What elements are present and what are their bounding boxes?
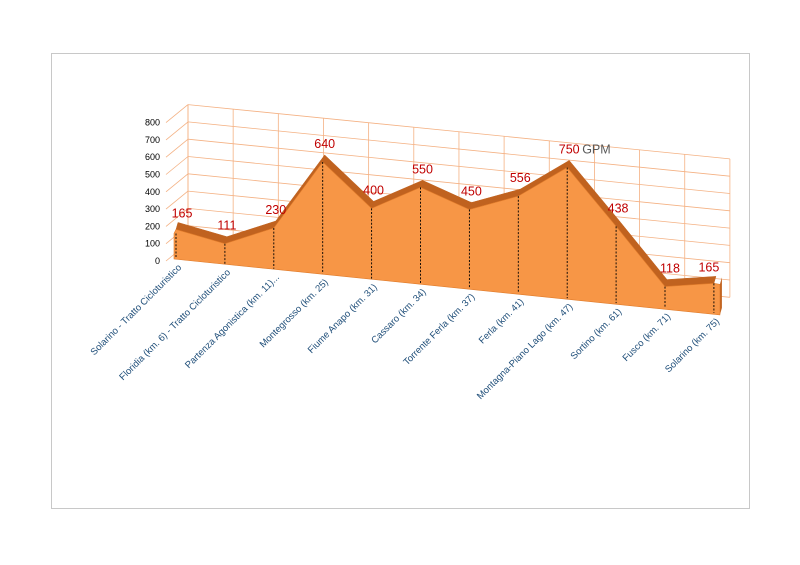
data-label: 640 — [314, 137, 335, 151]
data-label-annotation: GPM — [582, 142, 610, 156]
data-label: 118 — [660, 262, 680, 276]
y-tick-label: 0 — [155, 256, 160, 266]
y-tick-label: 400 — [145, 187, 160, 197]
gridline — [165, 156, 189, 175]
data-label: 111 — [217, 219, 236, 233]
y-tick-label: 200 — [145, 221, 160, 231]
data-label: 230 — [265, 203, 286, 217]
y-tick-label: 100 — [145, 239, 160, 249]
data-label: 550 — [412, 162, 433, 176]
x-tick-label: Fusco (km. 71) — [621, 311, 674, 364]
data-label: 438 — [608, 201, 629, 215]
x-tick-label: Sortino (km. 61) — [569, 306, 625, 362]
gridline — [165, 138, 189, 158]
data-label: 165 — [698, 260, 719, 274]
data-label: 556 — [510, 171, 531, 185]
y-tick-label: 500 — [145, 170, 160, 180]
drop-lines — [175, 161, 715, 313]
x-tick-label: Solarino (km. 75) — [663, 316, 722, 375]
gridline — [165, 173, 189, 193]
gridline — [165, 190, 189, 210]
gridline — [165, 208, 189, 227]
data-label: 450 — [461, 185, 482, 199]
y-tick-label: 700 — [145, 135, 160, 145]
data-label: 400 — [363, 183, 384, 197]
data-label: 750 — [559, 142, 580, 156]
x-tick-label: Solarino - Tratto Cicloturistico — [89, 262, 185, 358]
x-tick-label: Ferla (km. 41) — [477, 297, 527, 347]
gridline — [165, 121, 189, 141]
series-area — [173, 154, 722, 316]
data-labels: 165 111 230 640 400 550 450 556 750 GPM 438 118 165 — [172, 137, 720, 276]
y-tick-label: 600 — [145, 152, 160, 162]
data-label: 165 — [172, 206, 193, 220]
y-axis-ticks: 0 100 200 300 400 500 600 700 800 — [145, 118, 160, 266]
x-tick-label: Floridia (km. 6) - Tratto Cicloturistico — [117, 267, 233, 383]
gridline — [165, 104, 189, 123]
y-tick-label: 300 — [145, 204, 160, 214]
x-tick-label: Partenza Agonistica (km. 11)... — [183, 272, 282, 371]
x-tick-label: Montagna-Piano Lago (km. 47) — [475, 302, 575, 402]
y-tick-label: 800 — [145, 118, 160, 128]
area-end-cap — [719, 277, 722, 315]
x-tick-label: Cassaro (km. 34) — [369, 287, 428, 346]
